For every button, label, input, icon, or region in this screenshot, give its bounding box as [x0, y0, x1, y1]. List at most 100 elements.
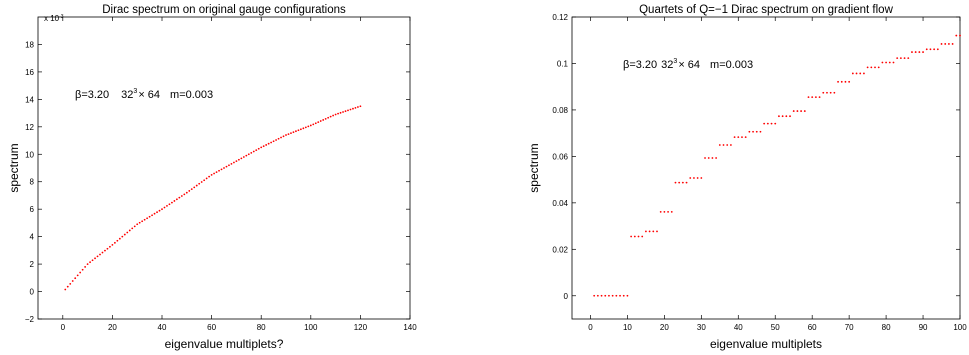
right-y-ticks: 0 0.02 0.04 0.06 0.08 0.1 0.12	[552, 13, 960, 301]
data-point	[352, 107, 354, 110]
data-point	[148, 215, 151, 218]
data-point	[959, 34, 961, 37]
data-point	[789, 115, 791, 118]
data-point	[292, 131, 295, 134]
data-point	[302, 127, 305, 130]
left-y-ticks: −2 0 2 4 6 8 10 12 14 16 18	[25, 40, 410, 324]
x-tick-label: 100	[953, 323, 967, 332]
data-point	[696, 177, 699, 179]
data-point	[265, 144, 268, 146]
data-point	[218, 169, 220, 172]
data-point	[175, 198, 178, 201]
right-chart-title: Quartets of Q=−1 Dirac spectrum on gradi…	[639, 4, 893, 16]
data-point	[332, 114, 335, 117]
data-point	[156, 211, 158, 214]
data-point	[626, 294, 629, 297]
y-tick-label: 0.04	[552, 199, 568, 208]
data-point	[874, 66, 876, 69]
x-tick-label: 70	[845, 323, 854, 332]
data-point	[282, 135, 285, 138]
data-point	[262, 145, 265, 148]
data-point	[64, 288, 67, 291]
data-point	[619, 294, 621, 297]
data-point	[814, 96, 817, 99]
data-point	[357, 106, 359, 108]
y-tick-label: 18	[25, 40, 34, 49]
data-point	[593, 294, 596, 297]
data-point	[235, 160, 238, 163]
data-point	[128, 229, 131, 232]
data-point	[228, 164, 230, 167]
data-point	[205, 177, 208, 180]
right-x-axis-label: eigenvalue multiplets	[710, 337, 822, 351]
data-point	[324, 117, 327, 120]
data-point	[233, 161, 235, 164]
data-point	[113, 241, 116, 244]
data-point	[837, 80, 839, 83]
data-point	[180, 195, 183, 197]
data-point	[198, 182, 201, 185]
data-point	[925, 48, 928, 51]
data-point	[726, 144, 729, 146]
data-point	[848, 80, 851, 83]
data-point	[295, 130, 297, 133]
data-point	[81, 268, 84, 271]
data-point	[168, 203, 171, 206]
data-point	[755, 130, 758, 133]
data-point	[678, 181, 681, 184]
y-tick-label: 0.08	[552, 106, 568, 115]
data-point	[633, 235, 636, 238]
data-point	[220, 168, 223, 171]
data-point	[645, 230, 647, 233]
data-point	[104, 249, 106, 252]
x-tick-label: 40	[734, 323, 743, 332]
data-point	[307, 125, 310, 128]
data-point	[744, 136, 747, 139]
data-point	[729, 144, 732, 146]
data-point	[822, 91, 825, 94]
data-point	[659, 211, 662, 213]
y-tick-label: 8	[30, 178, 35, 187]
data-point	[317, 121, 320, 124]
y-tick-label: 0.1	[557, 59, 569, 68]
data-point	[91, 259, 94, 262]
data-point	[96, 255, 99, 258]
data-point	[811, 96, 814, 99]
y-tick-label: 0.02	[552, 245, 568, 254]
data-point	[146, 217, 149, 220]
data-point	[185, 191, 188, 194]
data-point	[707, 157, 710, 159]
data-point	[304, 126, 307, 129]
data-point	[855, 72, 858, 75]
y-tick-label: −2	[25, 315, 35, 324]
data-point	[652, 230, 655, 233]
data-point	[223, 167, 225, 169]
y-tick-label: 2	[30, 260, 35, 269]
data-point	[863, 72, 865, 75]
data-point	[131, 227, 134, 230]
x-tick-label: 90	[919, 323, 928, 332]
data-point	[99, 253, 101, 256]
data-point	[826, 91, 828, 94]
data-point	[349, 108, 352, 111]
data-point	[911, 51, 913, 53]
right-parameter-annotation: β=3.20 323× 64 m=0.003	[623, 58, 753, 71]
data-point	[66, 285, 69, 288]
data-point	[272, 140, 275, 143]
data-point	[933, 48, 936, 51]
left-chart-title: Dirac spectrum on original gauge configu…	[102, 4, 346, 16]
data-point	[674, 181, 677, 184]
data-point	[704, 157, 706, 159]
data-point	[161, 208, 163, 211]
data-point	[608, 294, 610, 297]
data-point	[648, 230, 651, 233]
data-point	[166, 204, 168, 207]
data-point	[247, 153, 250, 156]
y-tick-label: 12	[25, 123, 34, 132]
data-point	[877, 66, 880, 69]
data-point	[766, 122, 769, 125]
data-point	[899, 57, 902, 60]
data-point	[329, 115, 332, 118]
data-point	[322, 119, 325, 121]
